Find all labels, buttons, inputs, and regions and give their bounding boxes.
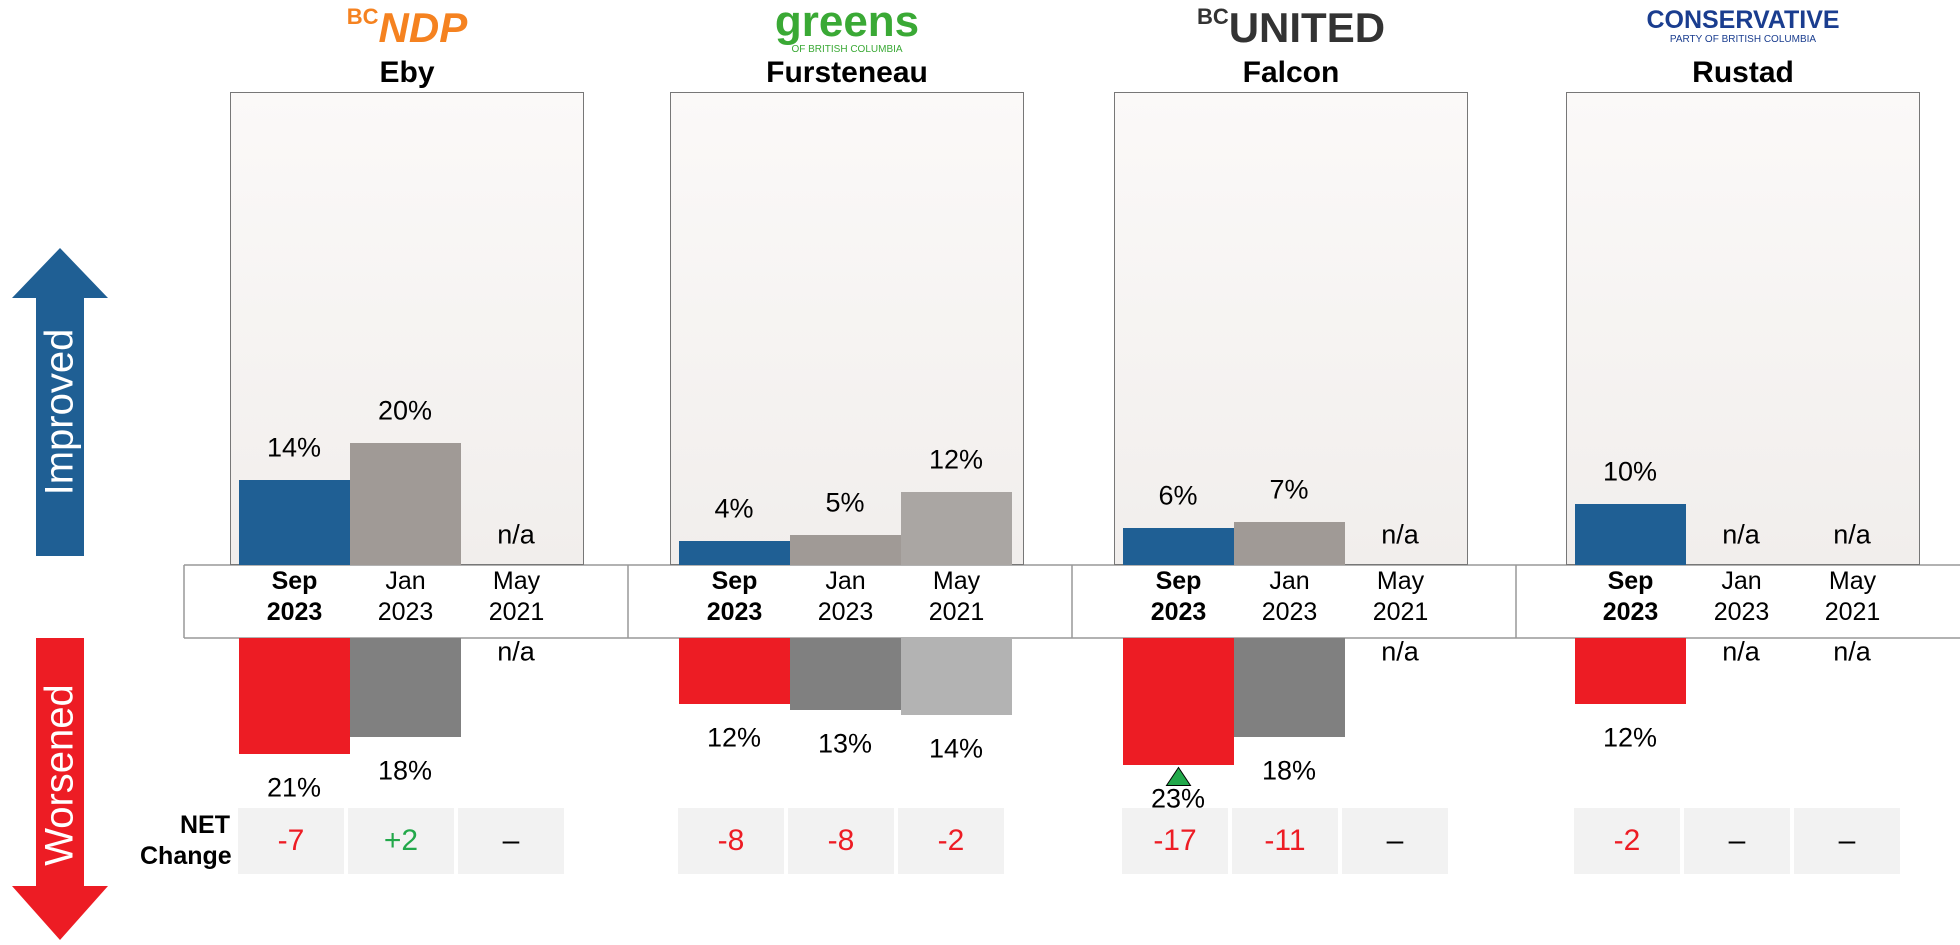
improved-value: n/a [1833, 519, 1871, 550]
party-logo: BCNDP [230, 4, 584, 52]
improved-value: n/a [497, 519, 535, 550]
logo-main: NDP [378, 4, 468, 51]
worsened-value: 12% [1602, 722, 1658, 753]
category-label: Sep 2023 [706, 567, 763, 626]
logo-sub: PARTY OF BRITISH COLUMBIA [1669, 34, 1817, 45]
improved-value: 4% [714, 493, 754, 524]
worsened-arrow [12, 638, 108, 940]
improved-bar [1575, 504, 1686, 565]
logo-main: greens [774, 0, 920, 46]
worsened-bar [350, 638, 461, 737]
worsened-bar [1575, 638, 1686, 704]
net-change: -2 [898, 808, 1004, 874]
worsened-value: n/a [1833, 636, 1871, 667]
improved-value: 5% [825, 487, 865, 517]
improved-bar [350, 443, 461, 565]
improved-value: 20% [377, 395, 433, 426]
category-label: May 2021 [928, 567, 985, 626]
improved-bar [679, 540, 790, 565]
improved-arrow [12, 248, 108, 556]
party-logo: BCUNITED [1114, 4, 1468, 52]
worsened-value: 13% [817, 728, 873, 758]
worsened-value: 18% [1261, 755, 1317, 786]
net-change: – [1684, 808, 1790, 874]
net-label: NET Change [140, 811, 232, 870]
logo-sub: OF BRITISH COLUMBIA [791, 44, 903, 55]
net-change: -8 [788, 808, 894, 874]
net-change: -17 [1122, 808, 1228, 874]
change-marker [1165, 766, 1192, 786]
improved-value: 6% [1158, 480, 1198, 511]
worsened-bar [790, 638, 901, 710]
improved-bar [239, 479, 350, 565]
worsened-value: n/a [1722, 636, 1760, 667]
net-change: – [1794, 808, 1900, 874]
improved-value: 12% [928, 444, 984, 475]
improved-value: n/a [1722, 519, 1760, 550]
leader-name: Fursteneau [766, 56, 928, 89]
logo-prefix: BC [346, 4, 379, 29]
leader-name: Falcon [1242, 56, 1340, 89]
category-label: Jan 2023 [1713, 567, 1770, 626]
worsened-label: Worsened [37, 684, 82, 866]
worsened-value: 21% [266, 772, 322, 802]
worsened-value: n/a [497, 636, 535, 667]
net-change: +2 [348, 808, 454, 874]
net-change: -11 [1232, 808, 1338, 874]
improved-bar [1234, 522, 1345, 565]
net-change: – [1342, 808, 1448, 874]
photo [1114, 92, 1468, 565]
logo-prefix: BC [1196, 4, 1229, 29]
photo [670, 92, 1024, 565]
improved-value: 10% [1602, 456, 1658, 487]
worsened-value: 23% [1150, 783, 1206, 813]
improved-bar [1123, 528, 1234, 565]
category-label: May 2021 [1372, 567, 1429, 626]
improved-bar [901, 491, 1012, 565]
improved-value: n/a [1381, 519, 1419, 550]
worsened-bar [239, 638, 350, 754]
category-label: Sep 2023 [1150, 567, 1207, 626]
logo-main: CONSERVATIVE [1646, 6, 1840, 34]
photo [1566, 92, 1920, 565]
worsened-bar [679, 638, 790, 704]
category-label: Jan 2023 [1261, 567, 1318, 626]
worsened-value: 18% [377, 755, 433, 786]
category-label: Sep 2023 [266, 567, 323, 626]
improved-value: 14% [266, 432, 322, 463]
net-change: -7 [238, 808, 344, 874]
worsened-value: 12% [706, 722, 762, 753]
improved-value: 7% [1269, 474, 1309, 505]
category-label: Jan 2023 [817, 567, 874, 626]
worsened-bar [901, 638, 1012, 715]
improved-label: Improved [37, 328, 82, 496]
net-change: -2 [1574, 808, 1680, 874]
category-label: May 2021 [488, 567, 545, 626]
improved-bar [790, 534, 901, 565]
worsened-bar [1123, 638, 1234, 765]
worsened-bar [1234, 638, 1345, 737]
net-change: – [458, 808, 564, 874]
worsened-value: 14% [928, 733, 984, 764]
leader-name: Eby [379, 56, 435, 89]
worsened-value: n/a [1381, 636, 1419, 667]
leader-name: Rustad [1692, 56, 1794, 89]
category-label: Jan 2023 [377, 567, 434, 626]
category-label: Sep 2023 [1602, 567, 1659, 626]
logo-main: UNITED [1228, 4, 1386, 51]
net-change: -8 [678, 808, 784, 874]
category-label: May 2021 [1824, 567, 1881, 626]
